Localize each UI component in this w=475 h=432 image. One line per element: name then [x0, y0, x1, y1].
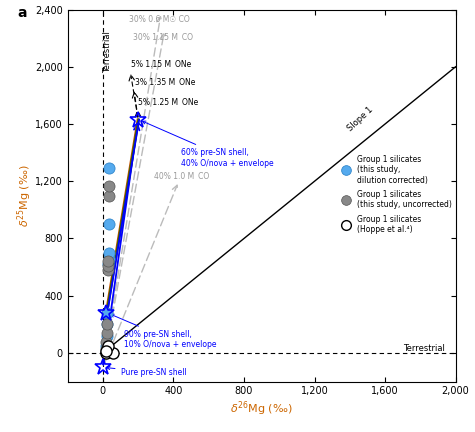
- Text: 30% 1.15 M  CO: 30% 1.15 M CO: [133, 33, 193, 42]
- Text: 3% 1.35 M  ONe: 3% 1.35 M ONe: [134, 78, 195, 87]
- Y-axis label: $\delta^{25}$Mg (‰): $\delta^{25}$Mg (‰): [15, 164, 34, 227]
- Legend: Group 1 silicates
(this study,
dilution corrected), Group 1 silicates
(this stud: Group 1 silicates (this study, dilution …: [339, 155, 452, 234]
- Text: 60% pre-SN shell,
40% O/nova + envelope: 60% pre-SN shell, 40% O/nova + envelope: [142, 121, 273, 168]
- Text: 5% 1.25 M  ONe: 5% 1.25 M ONe: [138, 98, 198, 107]
- Text: Pure pre-SN shell: Pure pre-SN shell: [107, 366, 186, 377]
- Text: 5% 1.15 M  ONe: 5% 1.15 M ONe: [131, 60, 191, 69]
- Text: Terrestrial: Terrestrial: [403, 344, 445, 353]
- Text: Slope 1: Slope 1: [346, 105, 375, 133]
- Text: 40% 1.0 M  CO: 40% 1.0 M CO: [154, 172, 209, 181]
- Text: Terrestrial: Terrestrial: [104, 31, 113, 73]
- Text: a: a: [17, 6, 27, 20]
- Text: 30% 0.6 M☉ CO: 30% 0.6 M☉ CO: [129, 16, 190, 25]
- Text: 90% pre-SN shell,
10% O/nova + envelope: 90% pre-SN shell, 10% O/nova + envelope: [111, 314, 217, 349]
- X-axis label: $\delta^{26}$Mg (‰): $\delta^{26}$Mg (‰): [230, 399, 293, 418]
